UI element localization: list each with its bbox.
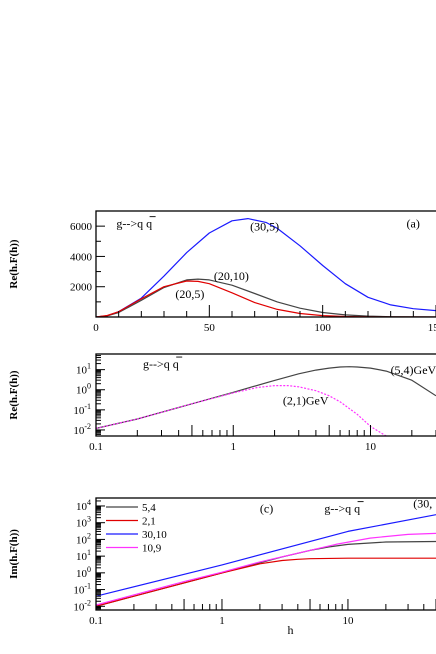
y-axis-label: Re(h.F(h)) (8, 239, 20, 289)
series-group (96, 218, 436, 317)
series-line-2-1-GeV (96, 385, 387, 436)
y-tick-label: 100 (76, 565, 91, 580)
plot-frame (95, 497, 436, 611)
x-tick-label: 1 (219, 615, 225, 627)
series-line-5-4-GeV (96, 366, 436, 429)
y-axis-label: Re(h.F(h)) (8, 370, 20, 420)
panel-a: 0 50 100 150 2000 4000 6000 Re(h.F(h)) g-->q q (a… (8, 210, 436, 334)
series-group (96, 366, 436, 436)
y-tick-label: 10-2 (73, 598, 91, 613)
y-tick-label: 103 (76, 515, 91, 530)
annotation: (5,4)GeV (391, 363, 436, 377)
x-tick-label: 0 (93, 322, 99, 334)
series-line-10-9 (96, 532, 436, 606)
x-tick-label: 10 (365, 441, 377, 453)
series-line-20-10 (96, 278, 436, 317)
annotation: (a) (407, 217, 420, 231)
x-tick-label: 50 (204, 322, 216, 334)
annotation: g-->q q (143, 357, 179, 371)
annotation: (c) (260, 502, 273, 516)
x-tick-label: 100 (314, 322, 331, 334)
legend-label: 2,1 (142, 516, 156, 528)
y-tick-label: 101 (76, 362, 91, 377)
annotation: (30, (413, 497, 432, 511)
annotation: (30,5) (250, 220, 279, 234)
annotation: (20,10) (214, 269, 249, 283)
annotation: g-->q q (116, 217, 152, 231)
y-tick-label: 6000 (70, 221, 93, 233)
x-tick-label: 1 (231, 441, 237, 453)
x-tick-label: 10 (342, 615, 354, 627)
series-line-30-10 (96, 514, 436, 597)
y-tick-label: 4000 (70, 251, 93, 263)
y-tick-label: 10-1 (73, 402, 91, 417)
y-tick-label: 10-2 (73, 422, 91, 437)
legend-label: 10,9 (142, 543, 162, 555)
y-tick-label: 102 (76, 531, 91, 546)
y-axis-label: Im(h.F(h)) (8, 529, 20, 579)
series-line-2-1 (96, 557, 436, 607)
x-axis-label: h (288, 623, 294, 637)
plot-frame (95, 210, 436, 318)
annotation: g-->q q (324, 502, 360, 516)
y-tick-label: 2000 (70, 282, 93, 294)
y-tick-label: 100 (76, 382, 91, 397)
x-tick-label: 150 (428, 322, 436, 334)
legend-label: 30,10 (142, 529, 167, 541)
x-tick-label: 0.1 (89, 441, 103, 453)
panel-b: 0.1 1 10 10-2 10-1 100 101 Re(h.F(h)) g-->q q (5,… (8, 353, 436, 453)
y-tick-label: 104 (76, 498, 91, 513)
annotation: (20,5) (175, 287, 204, 301)
series-line-20-5 (96, 280, 436, 317)
legend-label: 5,4 (142, 502, 156, 514)
series-group (96, 514, 436, 607)
plot-frame (95, 353, 436, 437)
x-tick-label: 0.1 (89, 615, 103, 627)
y-tick-label: 10-1 (73, 582, 91, 597)
annotation: (2,1)GeV (283, 394, 329, 408)
y-tick-label: 101 (76, 548, 91, 563)
